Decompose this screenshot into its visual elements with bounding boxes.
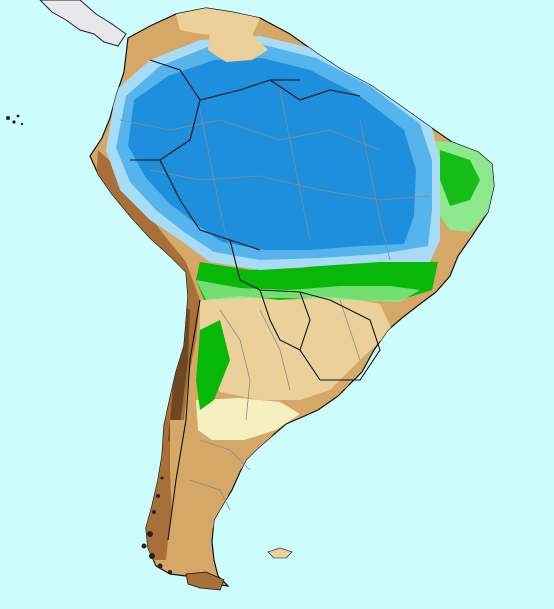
central-america [39, 0, 127, 47]
tierra-del-fuego [185, 571, 225, 591]
pampas-pale-region [196, 398, 300, 440]
southwest-green [196, 320, 230, 410]
national-borders [130, 59, 381, 541]
amazon-very-wet-region [128, 58, 416, 250]
green-light-band [196, 280, 420, 302]
state-borders [119, 89, 431, 511]
northeast-green-dark [440, 150, 480, 206]
chile-fjords [141, 476, 172, 574]
guiana-highland-region [208, 30, 268, 62]
galapagos-islands [6, 114, 24, 126]
falkland-islands [267, 547, 293, 559]
